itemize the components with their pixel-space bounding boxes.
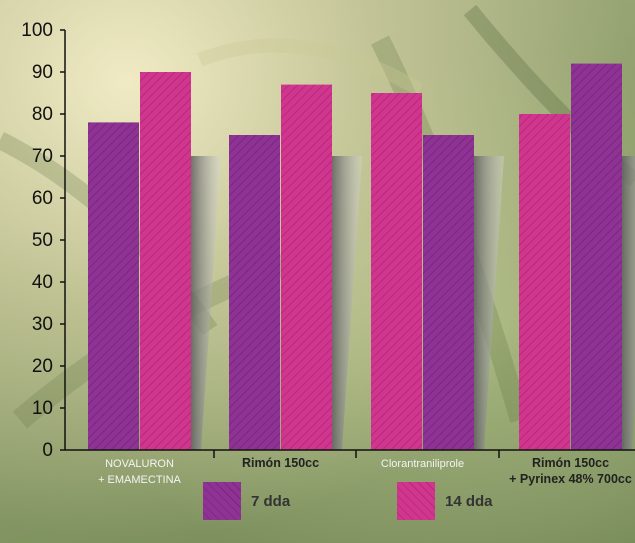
legend-swatch-7dda (203, 482, 241, 520)
bar-shadow (191, 156, 221, 450)
bar-shadow (332, 156, 362, 450)
bar (371, 93, 422, 450)
bar (88, 122, 139, 451)
bar (281, 84, 332, 450)
bar (423, 135, 474, 450)
y-tick-label: 40 (32, 272, 53, 293)
bar (519, 114, 570, 450)
y-tick-label: 80 (32, 104, 53, 125)
x-tick-label: Rimón 150cc (242, 456, 319, 470)
y-tick-labels: 0 10 20 30 40 50 60 70 80 90 100 (21, 20, 53, 461)
x-tick-label: Clorantraniliprole (381, 458, 464, 470)
y-tick-label: 0 (42, 440, 53, 461)
x-tick-labels: NOVALURON + EMAMECTINA Rimón 150cc Clorantr… (98, 456, 632, 486)
x-tick-label: NOVALURON (105, 458, 174, 470)
x-tick-label-line2: + Pyrinex 48% 700cc (509, 472, 632, 486)
bar-shadow (622, 156, 635, 450)
bar-shadows (191, 156, 635, 450)
legend-item-7dda: 7 dda (203, 482, 290, 520)
bar (140, 72, 191, 450)
bar-shadow (474, 156, 504, 450)
legend-label-14dda: 14 dda (445, 492, 493, 510)
y-tick-label: 60 (32, 188, 53, 209)
y-tick-label: 10 (32, 398, 53, 419)
bars (88, 63, 622, 451)
y-tick-label: 20 (32, 356, 53, 377)
y-tick-label: 50 (32, 230, 53, 251)
bar (571, 63, 622, 450)
bar (229, 135, 280, 450)
y-tick-label: 70 (32, 146, 53, 167)
x-tick-label-line2: + EMAMECTINA (98, 474, 181, 486)
legend-label-7dda: 7 dda (251, 492, 291, 510)
legend-item-14dda: 14 dda (397, 482, 493, 520)
y-tick-label: 30 (32, 314, 53, 335)
y-tick-label: 100 (21, 20, 53, 41)
y-tick-label: 90 (32, 62, 53, 83)
x-tick-label: Rimón 150cc (532, 456, 609, 470)
legend-swatch-14dda (397, 482, 435, 520)
axes (60, 29, 635, 458)
legend: 7 dda 14 dda (0, 482, 635, 526)
